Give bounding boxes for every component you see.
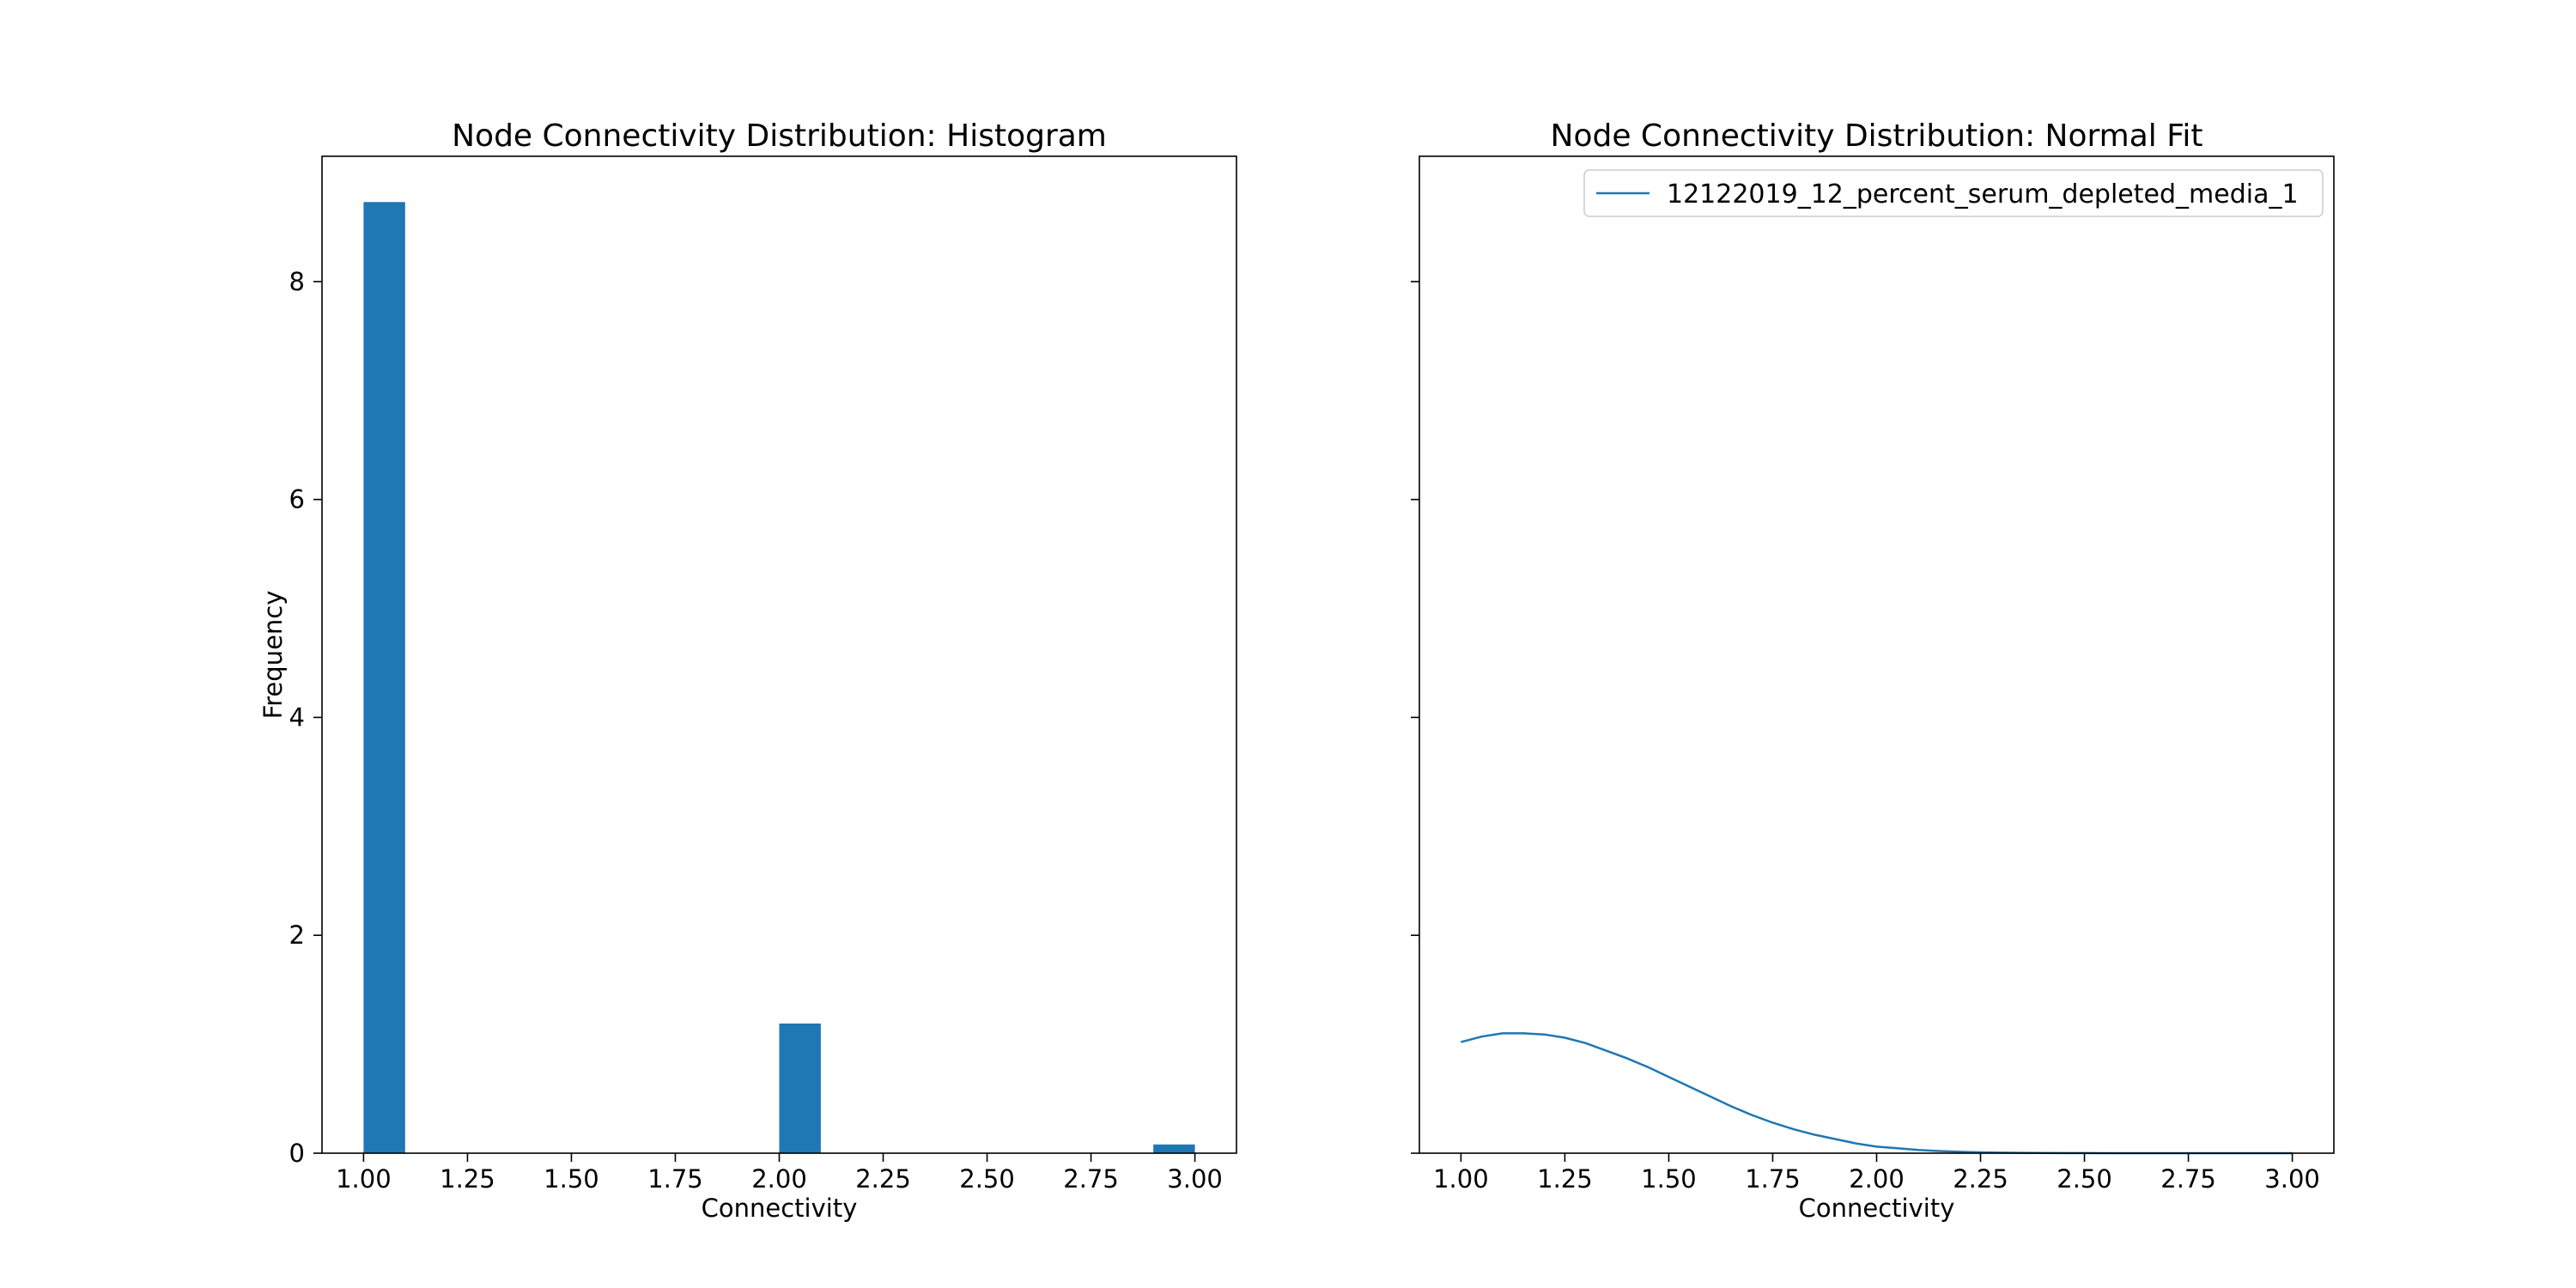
histogram-panel: Node Connectivity Distribution: Histogra… <box>258 118 1237 1223</box>
histogram-x-axis-label: Connectivity <box>702 1194 858 1223</box>
y-tick-label: 6 <box>289 485 305 514</box>
histogram-bar-0 <box>363 202 405 1154</box>
x-tick-label: 2.25 <box>1953 1164 2008 1194</box>
x-tick-label: 1.25 <box>440 1164 495 1194</box>
histogram-bar-1 <box>779 1024 821 1153</box>
normal-fit-line-0 <box>1461 1032 2293 1155</box>
x-tick-label: 1.00 <box>336 1164 392 1194</box>
histogram-y-axis-label: Frequency <box>258 591 288 720</box>
x-tick-label: 1.00 <box>1433 1164 1489 1194</box>
x-tick-label: 1.75 <box>1745 1164 1801 1194</box>
axes-frame <box>1419 155 2335 1154</box>
y-tick-label: 4 <box>289 702 305 732</box>
x-tick-label: 1.50 <box>1641 1164 1697 1194</box>
y-tick-label: 2 <box>289 920 305 950</box>
normal-fit-panel: Node Connectivity Distribution: Normal F… <box>1411 118 2335 1223</box>
histogram-title: Node Connectivity Distribution: Histogra… <box>452 118 1107 154</box>
y-tick-label: 8 <box>289 267 305 296</box>
x-tick-label: 1.50 <box>544 1164 599 1194</box>
histogram-plot-area: 1.00 1.25 1.50 1.75 2.00 2.25 2.50 2.75 3.00 0 2 4 6… <box>289 155 1237 1194</box>
legend-frame <box>1583 169 2324 217</box>
x-tick-label: 2.25 <box>855 1164 911 1194</box>
x-tick-label: 2.00 <box>751 1164 807 1194</box>
normal-fit-legend: 12122019_12_percent_serum_depleted_media… <box>1583 169 2324 217</box>
x-tick-label: 2.50 <box>959 1164 1015 1194</box>
x-tick-label: 2.75 <box>1063 1164 1119 1194</box>
axes-frame <box>321 155 1237 1154</box>
legend-series-label: 12122019_12_percent_serum_depleted_media… <box>1667 179 2299 210</box>
normal-fit-plot-area: 1.00 1.25 1.50 1.75 2.00 2.25 2.50 2.75 3.00 <box>1411 155 2335 1194</box>
x-tick-label: 2.00 <box>1849 1164 1905 1194</box>
x-tick-label: 1.75 <box>647 1164 703 1194</box>
x-tick-label: 2.50 <box>2057 1164 2112 1194</box>
histogram-bar-2 <box>1153 1144 1195 1153</box>
normal-fit-x-axis-label: Connectivity <box>1799 1194 1955 1223</box>
x-tick-label: 1.25 <box>1537 1164 1593 1194</box>
x-tick-label: 3.00 <box>1167 1164 1223 1194</box>
y-tick-label: 0 <box>289 1139 305 1168</box>
x-tick-label: 3.00 <box>2264 1164 2320 1194</box>
x-tick-label: 2.75 <box>2160 1164 2216 1194</box>
normal-fit-title: Node Connectivity Distribution: Normal F… <box>1551 118 2203 154</box>
